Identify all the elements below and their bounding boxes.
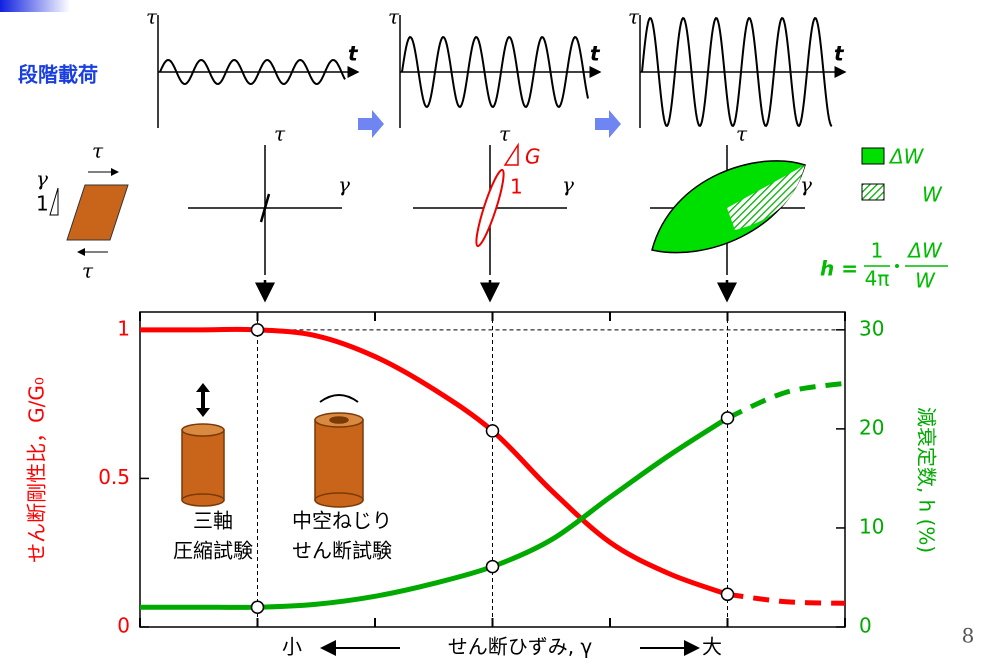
t: t bbox=[348, 42, 359, 66]
formula: 1 bbox=[871, 239, 884, 263]
point bbox=[487, 561, 499, 573]
tau: τ bbox=[499, 122, 511, 146]
formula: W bbox=[915, 269, 936, 293]
y-tick-label: 1 bbox=[117, 316, 130, 340]
title-bar bbox=[0, 0, 70, 12]
step-arrow bbox=[358, 110, 384, 138]
y2-axis-label: 減衰定数, h (%) bbox=[915, 407, 939, 553]
formula-h: h = bbox=[820, 257, 858, 281]
series-line bbox=[728, 383, 846, 418]
shear-element bbox=[67, 185, 128, 240]
gamma: γ bbox=[338, 173, 350, 197]
point bbox=[722, 412, 734, 424]
loading-label: 段階載荷 bbox=[18, 63, 98, 87]
t: t bbox=[834, 42, 845, 66]
tau: τ bbox=[628, 5, 640, 29]
slope-one: 1 bbox=[510, 175, 523, 199]
point bbox=[252, 324, 264, 336]
formula: 4π bbox=[865, 267, 890, 291]
point bbox=[722, 588, 734, 600]
y-axis-label: せん断剛性比，G/G₀ bbox=[25, 377, 49, 563]
y-tick-label: 0 bbox=[117, 614, 130, 638]
y2-tick-label: 30 bbox=[859, 316, 884, 340]
legend-w bbox=[862, 184, 884, 200]
one: 1 bbox=[36, 192, 49, 216]
tau: τ bbox=[274, 122, 286, 146]
down-arrows bbox=[265, 280, 727, 300]
shear-angle bbox=[50, 188, 58, 215]
step-arrow bbox=[595, 110, 621, 138]
slope-g: G bbox=[525, 145, 541, 169]
x-label-right: 大 bbox=[702, 635, 722, 659]
gamma: γ bbox=[800, 173, 812, 197]
tau: τ bbox=[82, 259, 94, 283]
tau: τ bbox=[92, 139, 104, 163]
y2-tick-label: 0 bbox=[859, 614, 872, 638]
legend-dw-label: ΔW bbox=[888, 145, 925, 169]
point bbox=[487, 425, 499, 437]
y-tick-label: 0.5 bbox=[98, 465, 130, 489]
annotation: 中空ねじり bbox=[292, 509, 392, 533]
y2-tick-label: 10 bbox=[859, 514, 884, 538]
tau: τ bbox=[146, 5, 158, 29]
point bbox=[252, 601, 264, 613]
annotation: 三軸 bbox=[193, 509, 233, 533]
y2-tick-label: 20 bbox=[859, 415, 884, 439]
page-number: 8 bbox=[962, 624, 975, 648]
series-line bbox=[728, 594, 846, 603]
annotation: せん断試験 bbox=[292, 539, 392, 563]
tau: τ bbox=[388, 5, 400, 29]
slope-triangle bbox=[505, 145, 518, 165]
gamma: γ bbox=[562, 173, 574, 197]
wave-panels bbox=[158, 15, 845, 128]
legend-dw bbox=[862, 148, 884, 164]
cylinders bbox=[182, 383, 363, 507]
loop-large bbox=[652, 161, 805, 253]
dot bbox=[895, 264, 899, 268]
annotation: 圧縮試験 bbox=[173, 539, 253, 563]
legend-w-label: W bbox=[922, 183, 943, 207]
tau: τ bbox=[736, 122, 748, 146]
x-label-left: 小 bbox=[282, 635, 302, 659]
t: t bbox=[590, 42, 601, 66]
x-axis-label: せん断ひずみ, γ bbox=[448, 635, 593, 659]
gamma: γ bbox=[36, 167, 48, 191]
slide: 段階載荷 τ τ τ t t t τ τ τ γ γ γ G 1 γ 1 τ τ… bbox=[0, 0, 991, 665]
formula: ΔW bbox=[906, 239, 943, 263]
